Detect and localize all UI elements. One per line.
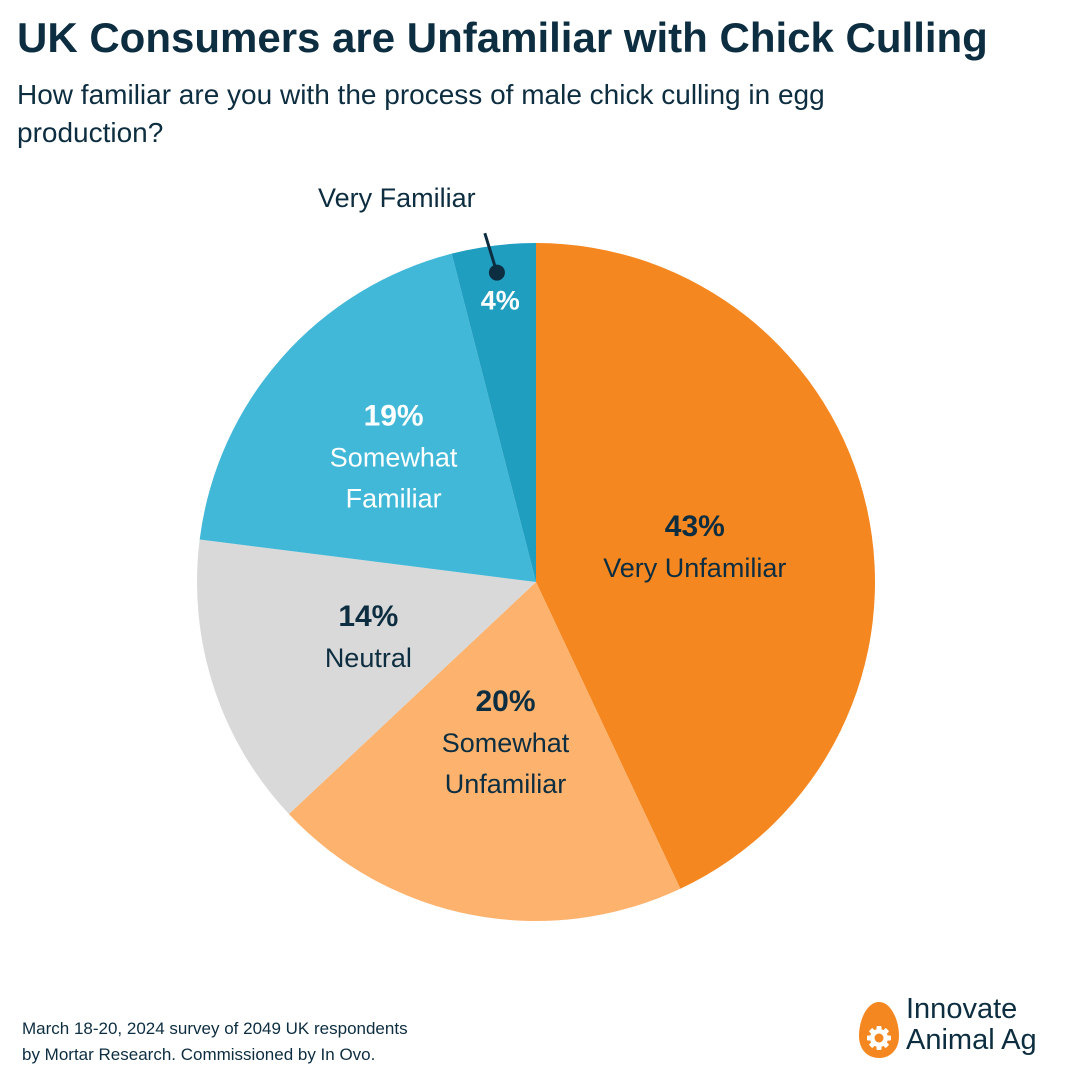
data-label-category-neutral: Neutral: [325, 643, 412, 673]
pie-slice-very-familiar: [451, 243, 536, 582]
data-label-value-very-familiar: 4%: [481, 285, 520, 315]
source-footnote: March 18-20, 2024 survey of 2049 UK resp…: [22, 1016, 542, 1068]
data-label-category-somewhat-familiar: Familiar: [346, 483, 442, 513]
data-label-value-neutral: 14%: [338, 600, 398, 633]
data-label-category-somewhat-familiar: Somewhat: [330, 442, 458, 472]
footnote-line-2: by Mortar Research. Commissioned by In O…: [22, 1045, 376, 1064]
data-label-category-somewhat-unfamiliar: Somewhat: [442, 728, 570, 758]
logo-line-2: Animal Ag: [906, 1024, 1037, 1056]
data-label-category-very-familiar: Very Familiar: [318, 183, 476, 213]
leader-dot: [488, 264, 505, 281]
data-label-category-somewhat-unfamiliar: Unfamiliar: [445, 769, 567, 799]
logo-line-1: Innovate: [906, 993, 1018, 1025]
pie-slice-very-unfamiliar: [536, 243, 875, 889]
pie-slice-neutral: [197, 539, 537, 815]
chart-subtitle: How familiar are you with the process of…: [17, 79, 825, 148]
data-label-value-somewhat-familiar: 19%: [364, 399, 424, 432]
egg-gear-icon: [859, 1002, 899, 1058]
footnote-line-1: March 18-20, 2024 survey of 2049 UK resp…: [22, 1019, 408, 1038]
data-label-value-somewhat-unfamiliar: 20%: [475, 685, 535, 718]
pie-slice-somewhat-unfamiliar: [288, 582, 681, 921]
chart-title: UK Consumers are Unfamiliar with Chick C…: [17, 14, 988, 61]
logo-wordmark: Innovate Animal Ag: [906, 994, 1037, 1056]
data-label-value-very-unfamiliar: 43%: [665, 510, 725, 543]
pie-slice-somewhat-familiar: [199, 253, 537, 582]
data-label-category-very-unfamiliar: Very Unfamiliar: [603, 553, 786, 583]
brand-logo: Innovate Animal Ag: [858, 994, 1068, 1064]
